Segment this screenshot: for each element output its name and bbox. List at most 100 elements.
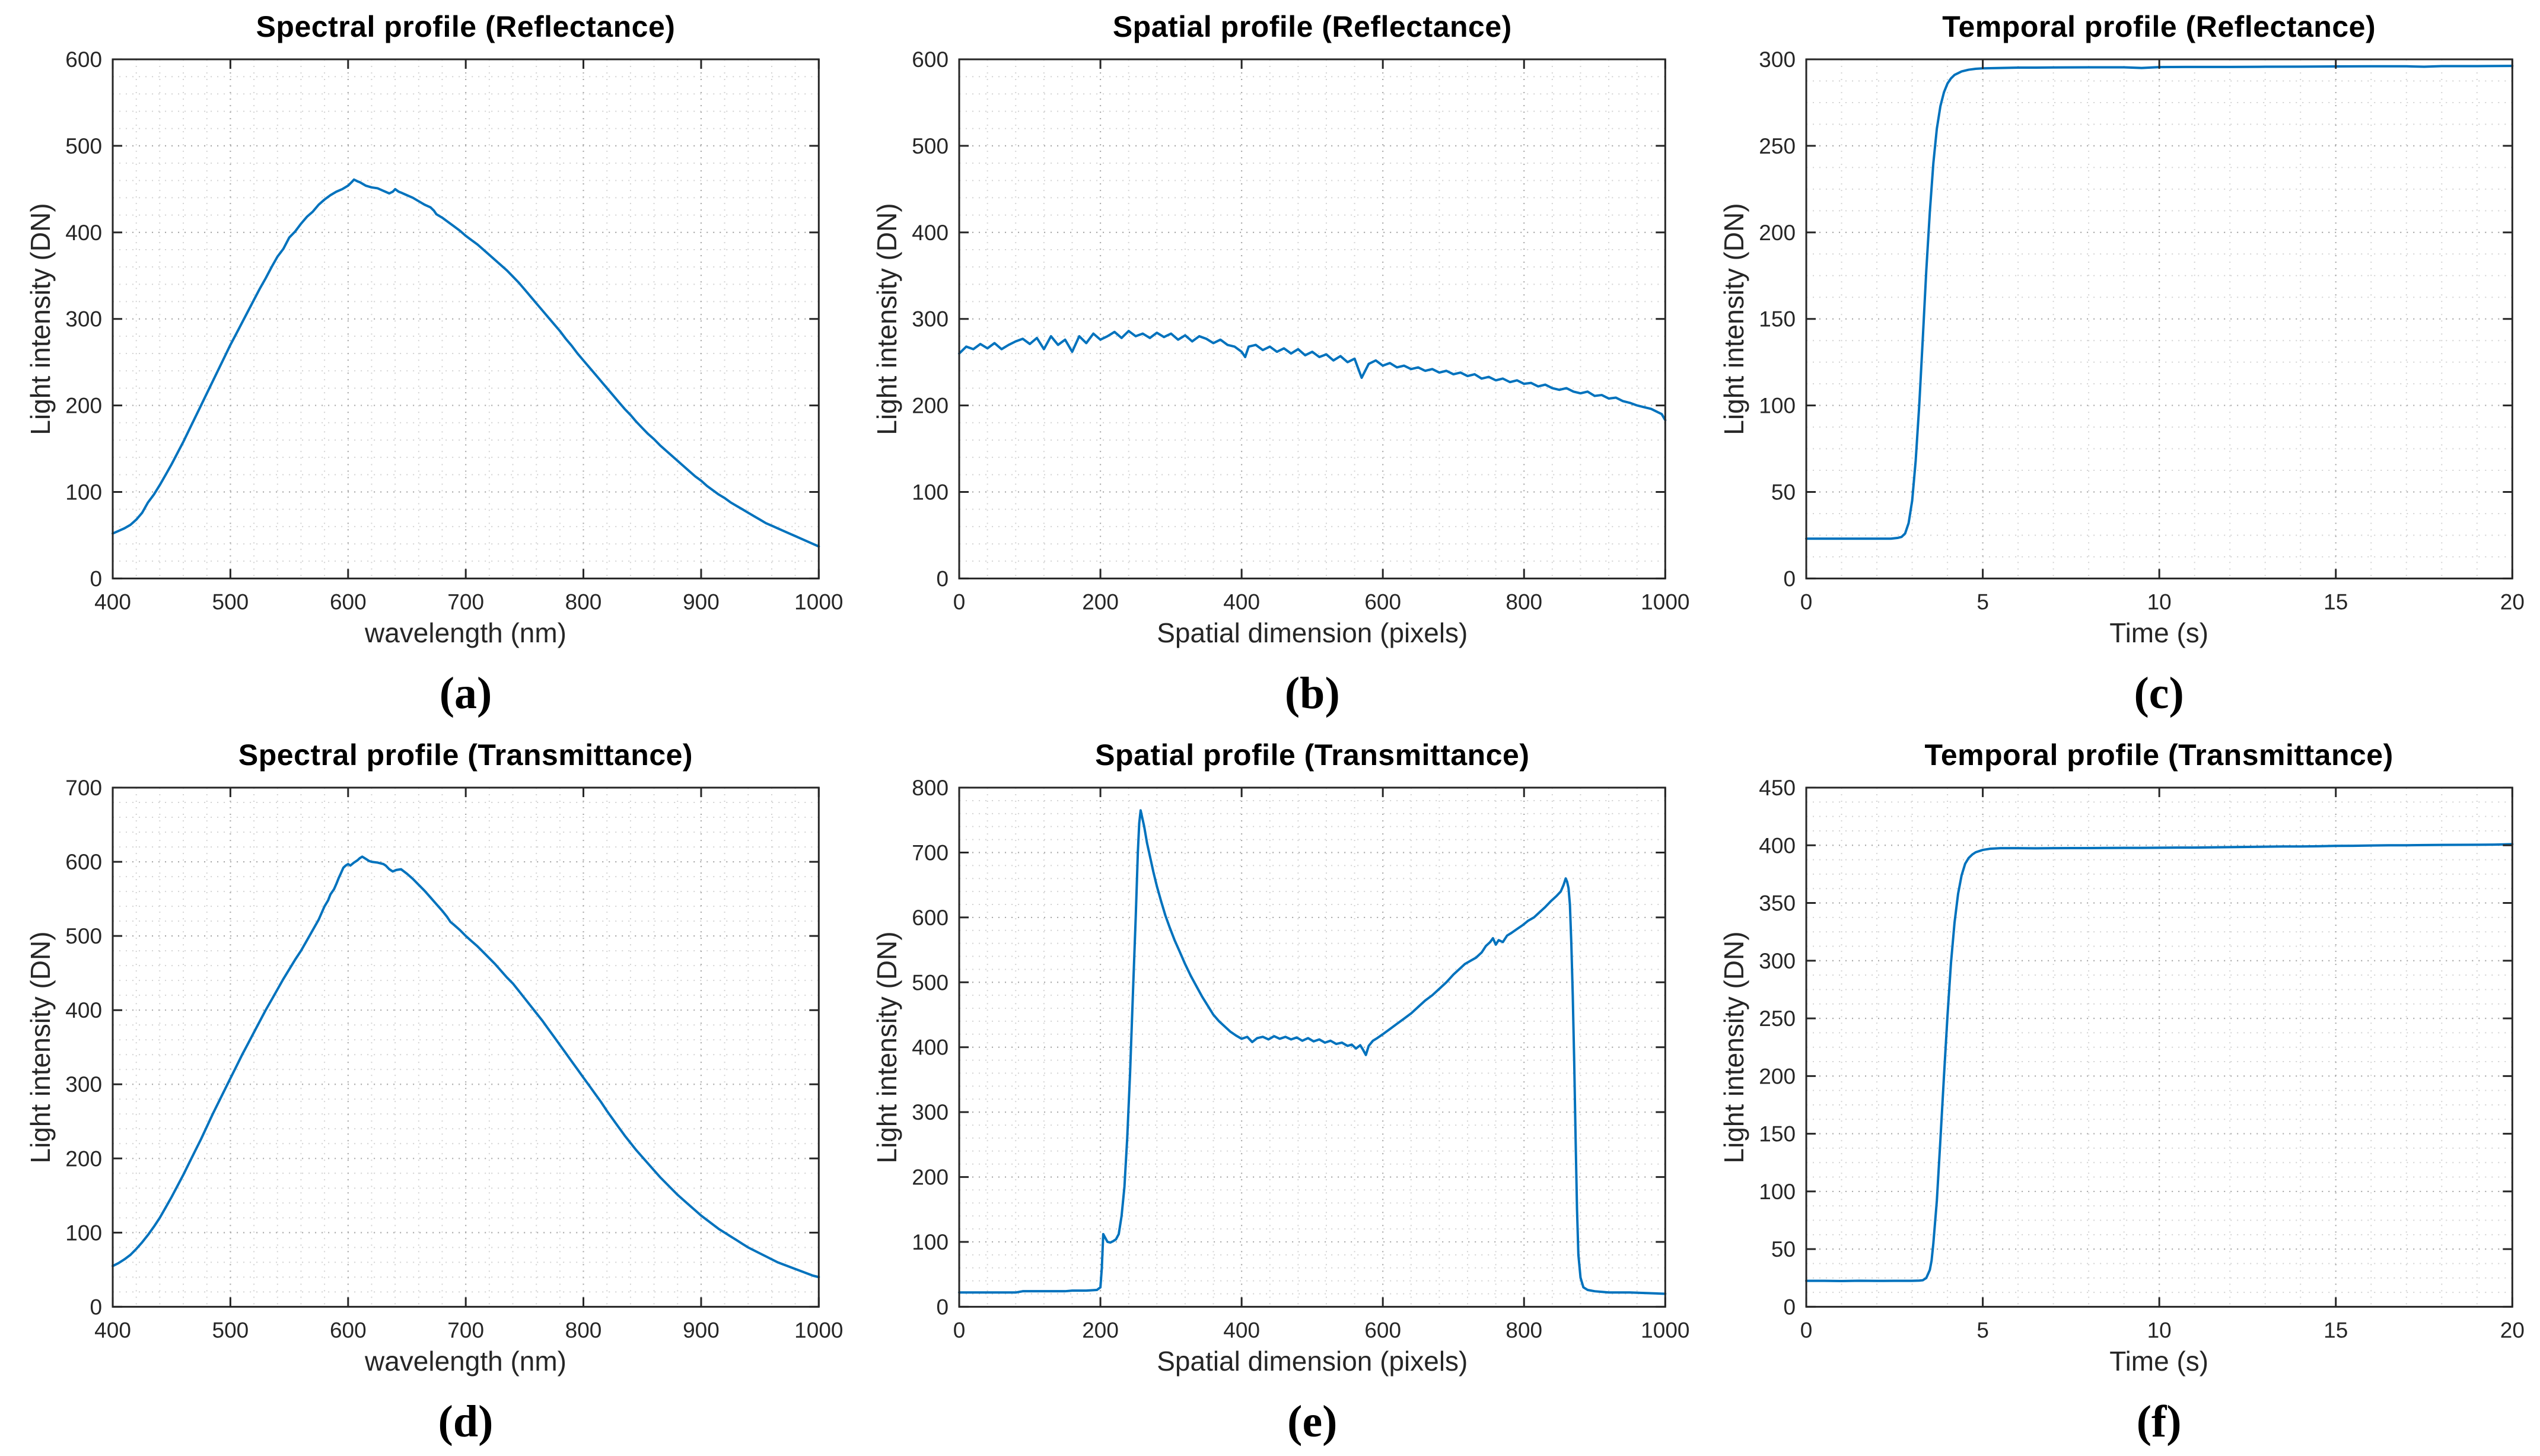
x-axis-label: Time (s): [2109, 617, 2209, 648]
svg-text:1000: 1000: [794, 590, 843, 614]
svg-text:400: 400: [65, 998, 102, 1022]
chart-title: Temporal profile (Reflectance): [1942, 10, 2376, 43]
svg-text:800: 800: [912, 776, 949, 800]
svg-text:200: 200: [1759, 1064, 1796, 1088]
svg-text:400: 400: [912, 1035, 949, 1059]
svg-text:600: 600: [912, 47, 949, 72]
svg-text:300: 300: [912, 307, 949, 332]
chart-canvas-b: 0 200 400 600 800 1000 0 100 200 300 400 500 600: [912, 47, 1690, 614]
svg-text:500: 500: [212, 1318, 249, 1342]
svg-text:0: 0: [1783, 566, 1796, 591]
svg-text:600: 600: [330, 590, 367, 614]
panel-c: 0 5 10 15 20 0 50 100 150 200 250 300 Temporal prof…: [1694, 0, 2540, 728]
svg-text:100: 100: [912, 480, 949, 505]
svg-text:200: 200: [1083, 590, 1119, 614]
svg-text:1000: 1000: [1641, 590, 1689, 614]
svg-text:800: 800: [1506, 1318, 1543, 1342]
svg-text:600: 600: [65, 850, 102, 874]
svg-text:800: 800: [565, 1318, 602, 1342]
chart-title: Spatial profile (Transmittance): [1095, 738, 1530, 772]
svg-text:150: 150: [1759, 1122, 1796, 1146]
panel-b: 0 200 400 600 800 1000 0 100 200 300 400 500 600 Spa…: [846, 0, 1693, 728]
svg-text:20: 20: [2500, 590, 2524, 614]
panel-letter: (f): [2136, 1396, 2182, 1447]
x-axis-label: Spatial dimension (pixels): [1157, 617, 1468, 648]
svg-text:500: 500: [65, 924, 102, 948]
panel-letter: (c): [2134, 668, 2184, 718]
svg-text:600: 600: [1365, 590, 1402, 614]
panel-letter: (e): [1287, 1396, 1338, 1447]
svg-text:500: 500: [65, 134, 102, 158]
svg-text:100: 100: [65, 480, 102, 505]
svg-text:600: 600: [65, 47, 102, 72]
svg-text:600: 600: [912, 905, 949, 929]
panel-d: 400 500 600 700 800 900 1000 0 100 200 300 400 500 60…: [0, 728, 846, 1456]
y-axis-label: Light intensity (DN): [25, 931, 56, 1164]
y-axis-label: Light intensity (DN): [1718, 931, 1749, 1164]
svg-text:500: 500: [212, 590, 249, 614]
svg-text:0: 0: [90, 1295, 102, 1319]
chart-title: Spectral profile (Transmittance): [238, 738, 693, 772]
svg-text:0: 0: [90, 566, 102, 591]
svg-text:0: 0: [1800, 1318, 1812, 1342]
chart-canvas-d: 400 500 600 700 800 900 1000 0 100 200 300 400 500 60…: [65, 776, 843, 1342]
svg-text:0: 0: [937, 1295, 949, 1319]
chart-title: Temporal profile (Transmittance): [1924, 738, 2393, 772]
svg-text:250: 250: [1759, 134, 1796, 158]
svg-text:100: 100: [912, 1229, 949, 1254]
svg-text:200: 200: [65, 1146, 102, 1171]
svg-text:15: 15: [2323, 590, 2348, 614]
svg-text:700: 700: [912, 840, 949, 865]
svg-text:400: 400: [1224, 590, 1261, 614]
svg-text:600: 600: [1365, 1318, 1402, 1342]
svg-text:100: 100: [1759, 394, 1796, 418]
svg-text:700: 700: [65, 776, 102, 800]
svg-text:300: 300: [65, 1072, 102, 1097]
svg-text:700: 700: [447, 590, 484, 614]
svg-text:400: 400: [912, 221, 949, 245]
svg-text:500: 500: [912, 134, 949, 158]
x-axis-label: Time (s): [2109, 1345, 2209, 1377]
svg-text:400: 400: [1759, 833, 1796, 858]
x-axis-label: wavelength (nm): [364, 1345, 567, 1377]
svg-text:400: 400: [1224, 1318, 1261, 1342]
svg-text:15: 15: [2323, 1318, 2348, 1342]
svg-text:0: 0: [953, 1318, 966, 1342]
x-axis-label: wavelength (nm): [364, 617, 567, 648]
svg-text:350: 350: [1759, 891, 1796, 915]
svg-text:0: 0: [1783, 1295, 1796, 1319]
panel-letter: (a): [439, 668, 492, 718]
y-axis-label: Light intensity (DN): [871, 931, 903, 1164]
svg-text:300: 300: [1759, 47, 1796, 72]
svg-text:200: 200: [1759, 221, 1796, 245]
svg-text:200: 200: [65, 394, 102, 418]
svg-text:200: 200: [912, 394, 949, 418]
chart-title: Spatial profile (Reflectance): [1112, 10, 1512, 43]
svg-text:20: 20: [2500, 1318, 2524, 1342]
svg-text:50: 50: [1771, 480, 1796, 505]
svg-text:450: 450: [1759, 776, 1796, 800]
panel-f: 0 5 10 15 20 0 50 100 150 200 250 300 350 400 450 Temp…: [1694, 728, 2540, 1456]
svg-text:0: 0: [1800, 590, 1812, 614]
svg-text:900: 900: [683, 590, 720, 614]
svg-text:150: 150: [1759, 307, 1796, 332]
svg-text:10: 10: [2147, 1318, 2171, 1342]
panel-a: 400 500 600 700 800 900 1000 0 100 200 300 400 500 60…: [0, 0, 846, 728]
chart-title: Spectral profile (Reflectance): [256, 10, 676, 43]
panel-e: 0 200 400 600 800 1000 0 100 200 300 400 500 600 700 8…: [846, 728, 1693, 1456]
chart-canvas-a: 400 500 600 700 800 900 1000 0 100 200 300 400 500 60…: [65, 47, 843, 614]
panel-letter: (b): [1284, 668, 1340, 718]
svg-text:100: 100: [65, 1221, 102, 1245]
x-axis-label: Spatial dimension (pixels): [1157, 1345, 1468, 1377]
svg-text:100: 100: [1759, 1179, 1796, 1203]
y-axis-label: Light intensity (DN): [25, 203, 56, 435]
svg-text:900: 900: [683, 1318, 720, 1342]
svg-text:200: 200: [912, 1165, 949, 1189]
svg-text:300: 300: [1759, 948, 1796, 973]
svg-text:10: 10: [2147, 590, 2171, 614]
svg-text:0: 0: [937, 566, 949, 591]
svg-text:1000: 1000: [794, 1318, 843, 1342]
